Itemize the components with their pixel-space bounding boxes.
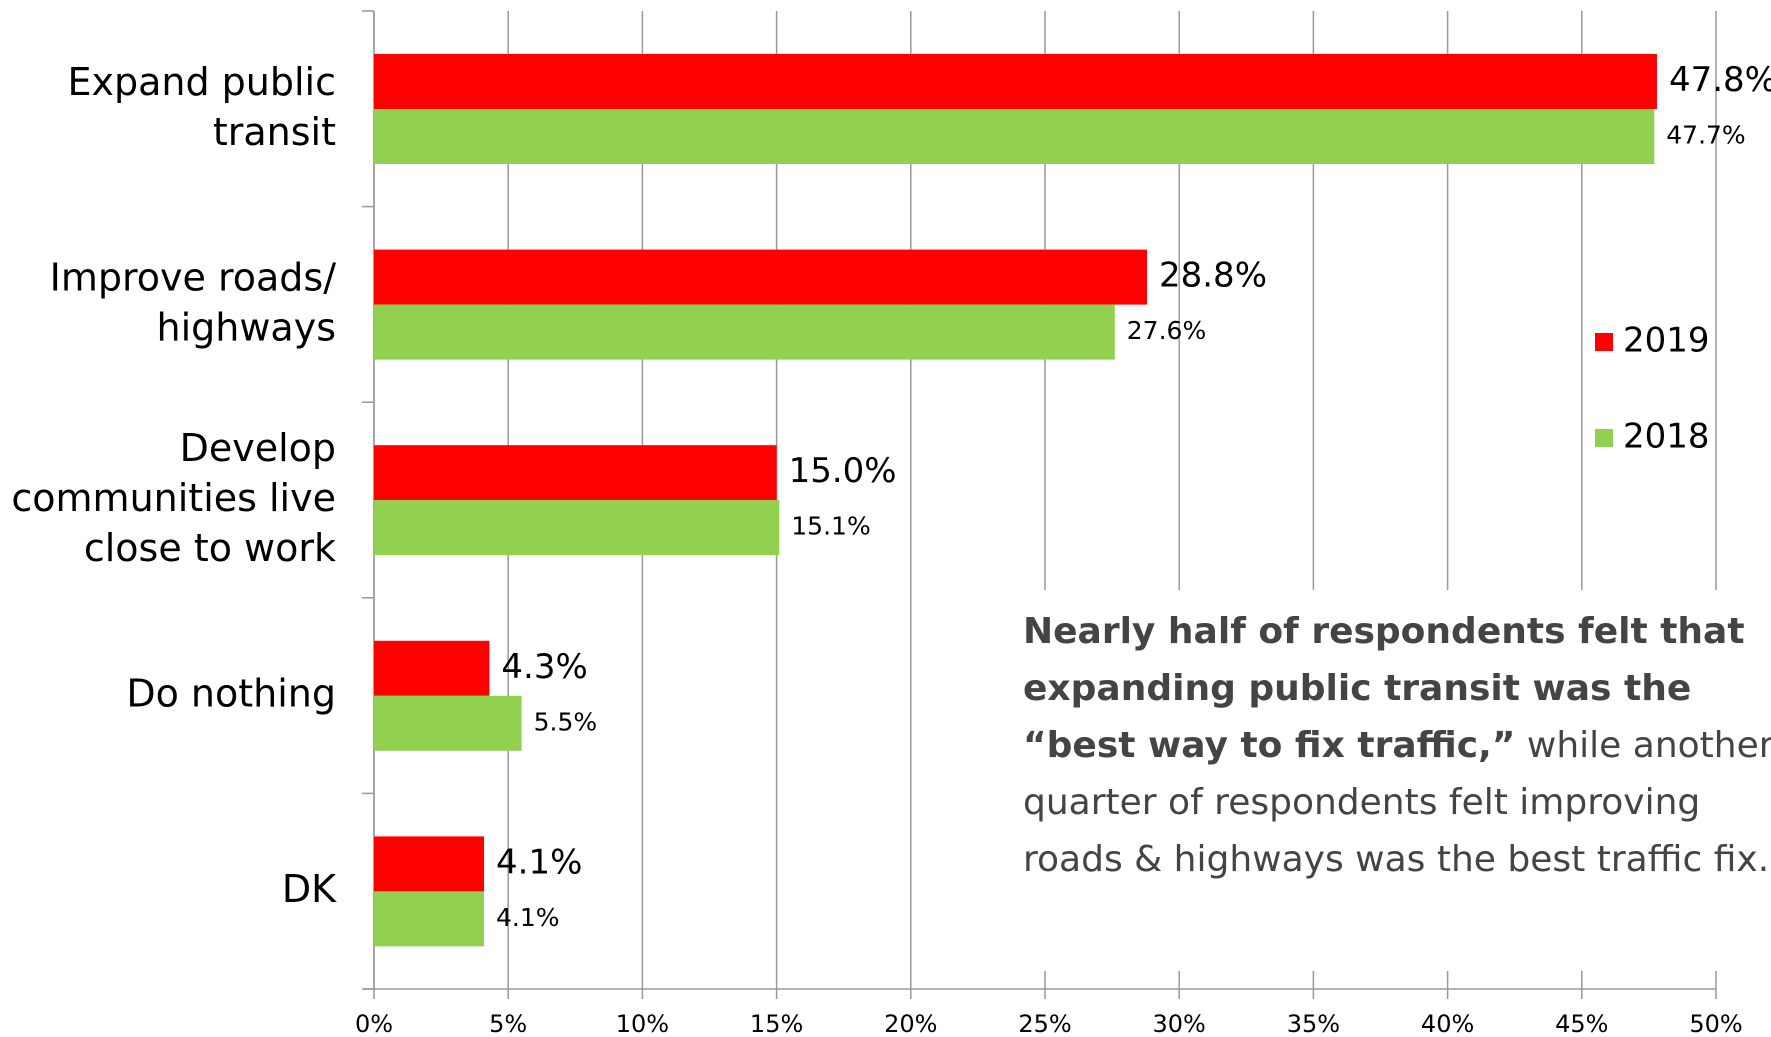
y-tick-label: DK xyxy=(282,867,337,911)
x-tick-label: 50% xyxy=(1689,1010,1742,1037)
bar xyxy=(374,304,1115,360)
bar xyxy=(374,500,780,556)
annotation-box xyxy=(1011,590,1771,971)
bar xyxy=(374,249,1147,305)
legend-swatch xyxy=(1595,333,1613,351)
y-tick-label: Develop communities live close to work xyxy=(11,426,336,570)
value-label: 4.3% xyxy=(501,647,587,687)
value-label: 15.0% xyxy=(789,451,897,491)
value-label: 47.7% xyxy=(1666,121,1745,150)
x-tick-label: 15% xyxy=(750,1010,803,1037)
y-tick-label: Improve roads/highways xyxy=(50,255,337,349)
value-label: 27.6% xyxy=(1127,316,1206,345)
legend-label: 2018 xyxy=(1623,417,1710,457)
bar xyxy=(374,836,485,892)
annotation: Nearly half of respondents felt that exp… xyxy=(1023,603,1771,888)
bar xyxy=(374,109,1655,164)
bar xyxy=(374,640,490,696)
bar xyxy=(374,891,485,947)
x-tick-label: 10% xyxy=(616,1010,669,1037)
x-tick-label: 20% xyxy=(884,1010,937,1037)
x-tick-label: 30% xyxy=(1153,1010,1206,1037)
x-tick-label: 5% xyxy=(489,1010,527,1037)
bar xyxy=(374,695,522,751)
x-tick-label: 0% xyxy=(355,1010,393,1037)
value-label: 4.1% xyxy=(496,842,582,882)
value-label: 28.8% xyxy=(1159,256,1267,296)
x-tick-label: 25% xyxy=(1018,1010,1071,1037)
bar xyxy=(374,54,1657,109)
annotation-text: while another quarter of respondents fel… xyxy=(1023,725,1771,880)
bar xyxy=(374,445,777,501)
value-label: 5.5% xyxy=(534,707,598,736)
value-label: 15.1% xyxy=(791,512,870,541)
value-label: 47.8% xyxy=(1669,60,1771,100)
x-tick-label: 40% xyxy=(1421,1010,1474,1037)
annotation-bold: Nearly half of respondents felt that exp… xyxy=(1023,611,1745,766)
legend-label: 2019 xyxy=(1623,321,1710,361)
value-label: 4.1% xyxy=(496,903,560,932)
x-tick-label: 45% xyxy=(1555,1010,1608,1037)
y-tick-label: Do nothing xyxy=(126,671,336,715)
y-tick-label: Expand public transit xyxy=(67,59,336,153)
x-tick-label: 35% xyxy=(1287,1010,1340,1037)
legend-swatch xyxy=(1595,429,1613,447)
